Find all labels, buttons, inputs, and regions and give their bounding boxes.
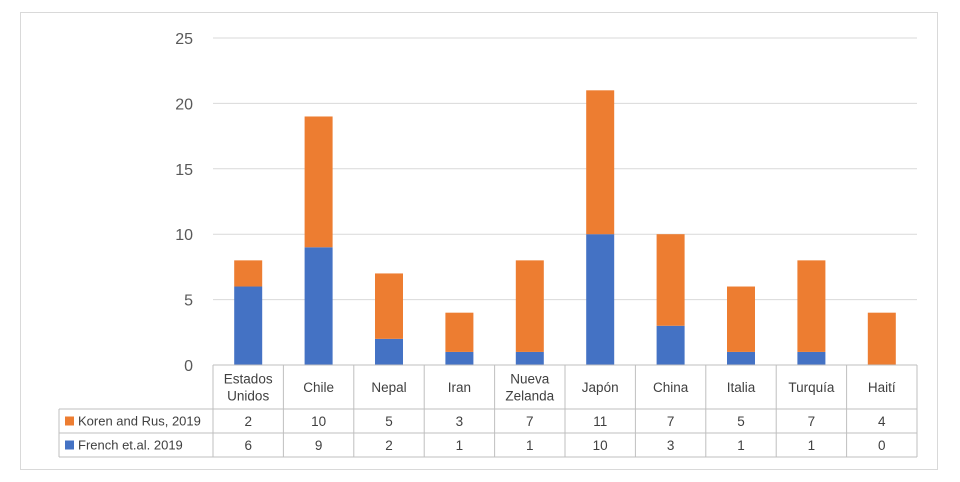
bar-koren-7: [727, 286, 755, 352]
data-value: 9: [315, 438, 323, 453]
data-value: 7: [667, 414, 675, 429]
chart-frame: 0 5 10 15 20 25 Estados Unidos Chile Nepal Iran Nu…: [20, 12, 938, 470]
category-label: Japón: [582, 380, 619, 395]
data-value: 1: [526, 438, 534, 453]
bar-french-2: [375, 338, 403, 365]
data-value: 2: [385, 438, 393, 453]
bar-koren-6: [656, 234, 685, 326]
bar-koren-3: [445, 312, 474, 352]
bar-french-4: [515, 351, 544, 365]
bar-koren-4: [515, 260, 544, 352]
y-tick-label: 10: [175, 227, 193, 244]
category-label: Iran: [448, 380, 471, 395]
bar-french-6: [656, 325, 685, 365]
bar-french-0: [234, 286, 263, 365]
category-label: Haití: [868, 380, 896, 395]
y-tick-label: 15: [175, 162, 193, 179]
y-tick-label: 25: [175, 31, 193, 48]
bar-koren-8: [797, 260, 826, 352]
bar-koren-2: [375, 273, 403, 339]
data-value: 5: [385, 414, 393, 429]
bar-french-1: [304, 247, 333, 365]
data-table: Estados Unidos Chile Nepal Iran Nueva Zelanda J…: [58, 364, 918, 458]
data-value: 0: [878, 438, 886, 453]
bar-koren-5: [586, 90, 615, 235]
y-tick-label: 0: [184, 358, 193, 375]
y-tick-label: 5: [184, 293, 193, 310]
data-value: 5: [737, 414, 745, 429]
bar-koren-0: [234, 260, 263, 287]
data-value: 1: [456, 438, 464, 453]
category-label: China: [653, 380, 689, 395]
bar-french-5: [586, 234, 615, 365]
data-value: 10: [311, 414, 326, 429]
data-value: 10: [593, 438, 608, 453]
legend-label-koren: Koren and Rus, 2019: [78, 414, 201, 429]
category-label: Estados Unidos: [224, 372, 273, 404]
data-value: 3: [667, 438, 675, 453]
bar-french-3: [445, 351, 474, 365]
category-label: Turquía: [788, 380, 835, 395]
data-value: 1: [737, 438, 745, 453]
data-value: 4: [878, 414, 886, 429]
y-tick-label: 20: [175, 96, 193, 113]
category-label: Nueva Zelanda: [505, 372, 554, 404]
bars: [234, 90, 896, 365]
data-value: 1: [808, 438, 816, 453]
data-value: 7: [808, 414, 816, 429]
bar-koren-9: [867, 312, 896, 365]
legend-key-koren: [65, 416, 74, 426]
data-value: 6: [244, 438, 252, 453]
legend-label-french: French et.al. 2019: [78, 438, 183, 453]
bar-french-8: [797, 351, 826, 365]
y-axis-ticks: 0 5 10 15 20 25: [175, 31, 193, 375]
category-label: Italia: [727, 380, 756, 395]
category-label: Nepal: [371, 380, 406, 395]
data-value: 11: [593, 414, 607, 429]
data-value: 7: [526, 414, 534, 429]
bar-koren-1: [304, 116, 333, 248]
data-value: 3: [456, 414, 464, 429]
data-value: 2: [244, 414, 252, 429]
category-label: Chile: [303, 380, 334, 395]
bar-french-7: [727, 351, 755, 365]
legend-key-french: [65, 440, 74, 450]
